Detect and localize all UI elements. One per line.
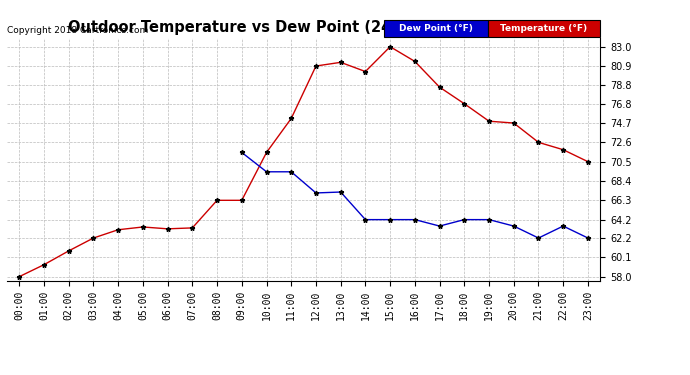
Text: Copyright 2018 Cartronics.com: Copyright 2018 Cartronics.com bbox=[7, 26, 148, 35]
Title: Outdoor Temperature vs Dew Point (24 Hours) 20181008: Outdoor Temperature vs Dew Point (24 Hou… bbox=[68, 20, 539, 35]
Text: Dew Point (°F): Dew Point (°F) bbox=[399, 24, 473, 33]
FancyBboxPatch shape bbox=[384, 20, 488, 37]
FancyBboxPatch shape bbox=[488, 20, 600, 37]
Text: Temperature (°F): Temperature (°F) bbox=[500, 24, 587, 33]
